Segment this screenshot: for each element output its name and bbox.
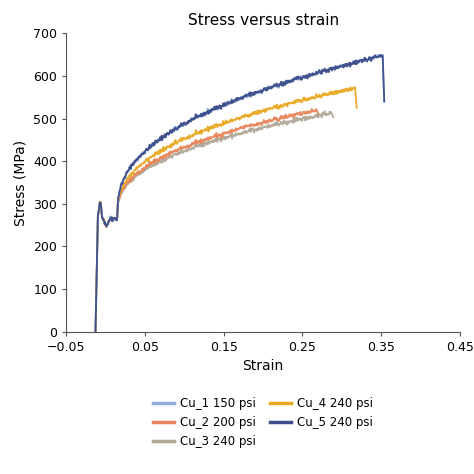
Y-axis label: Stress (MPa): Stress (MPa) bbox=[14, 139, 28, 226]
X-axis label: Strain: Strain bbox=[242, 359, 284, 374]
Legend: Cu_1 150 psi, Cu_2 200 psi, Cu_3 240 psi, Cu_4 240 psi, Cu_5 240 psi: Cu_1 150 psi, Cu_2 200 psi, Cu_3 240 psi… bbox=[147, 392, 379, 454]
Title: Stress versus strain: Stress versus strain bbox=[188, 13, 338, 28]
